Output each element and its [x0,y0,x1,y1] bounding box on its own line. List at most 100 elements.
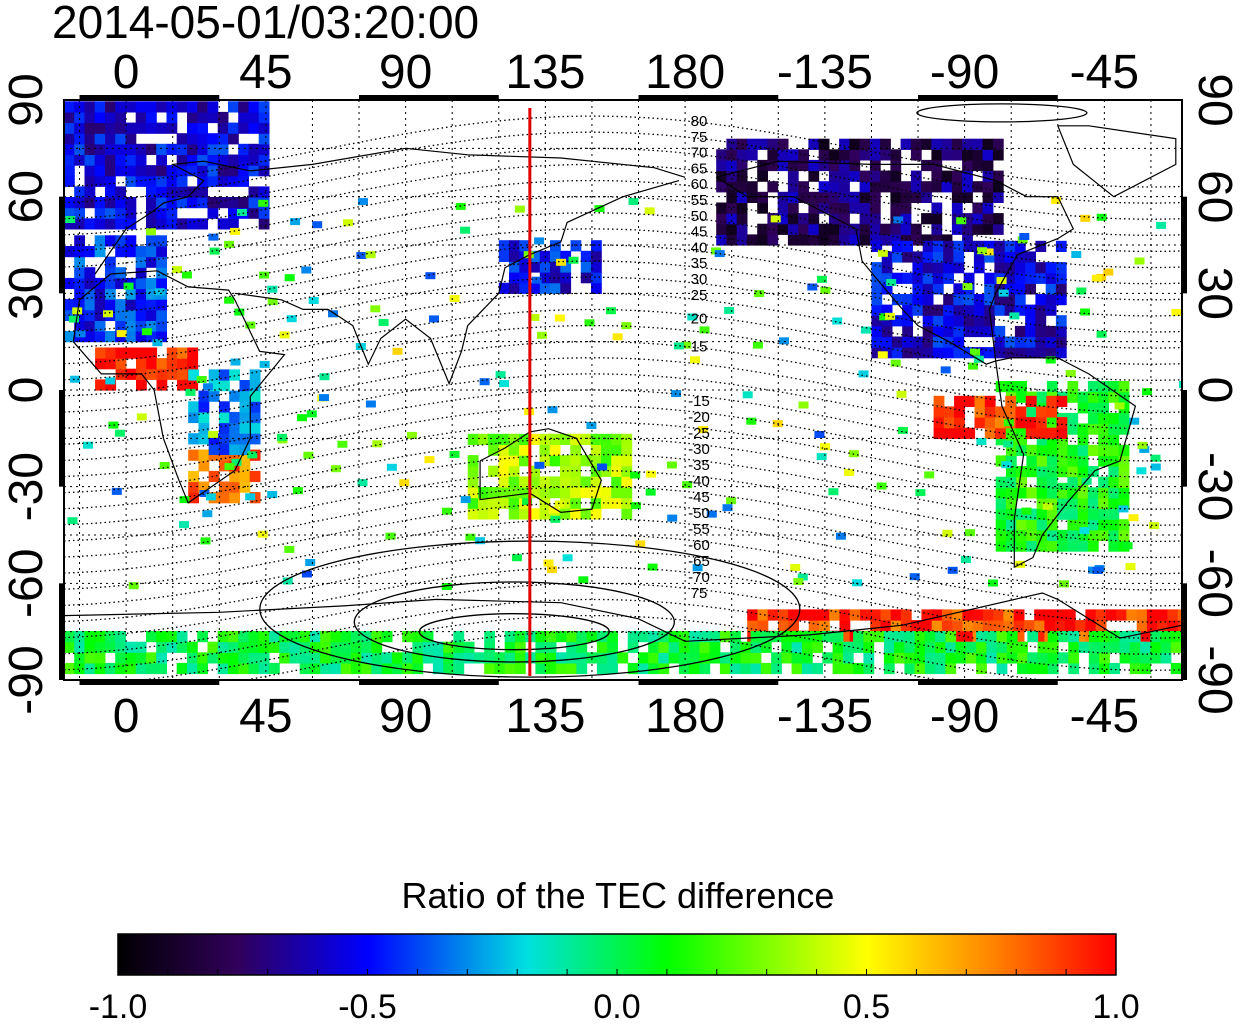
tec-cell [539,476,551,488]
tec-cell [932,251,944,263]
tec-cell [750,662,762,675]
tec-cell [84,218,96,230]
tec-cell [746,417,757,425]
tec-cell [962,149,973,161]
tec-cell [196,376,207,383]
tec-cell [902,304,913,316]
tec-cell [1099,631,1110,643]
tec-cell [176,641,188,653]
tec-cell [982,138,994,150]
tec-cell [750,652,762,664]
tec-cell [1118,444,1130,456]
tec-cell [269,662,280,675]
tec-cell [1077,508,1089,520]
tec-cell [849,223,861,235]
tec-cell [808,202,820,214]
tec-cell [1004,347,1016,359]
tec-cell [202,383,213,391]
tec-cell [943,262,954,274]
mlat-contour-pole [916,103,1088,123]
tec-cell [146,218,157,230]
tec-cell [1035,240,1047,252]
tec-cell [467,508,479,520]
tec-cell [1098,487,1109,499]
tec-cell [689,652,700,664]
tec-cell [94,235,106,247]
tec-cell [1025,395,1037,407]
tec-cell [84,652,96,664]
tec-cell [891,315,903,327]
tec-cell [146,175,157,187]
tec-cell [74,133,85,145]
tec-cell [891,347,903,359]
tec-cell [822,652,834,664]
tec-cell [187,652,198,664]
tec-cell [935,652,946,664]
tec-cell [1036,427,1047,439]
tec-cell [828,149,840,161]
tec-cell [467,465,479,477]
tec-cell [1128,514,1139,522]
tec-cell [105,347,117,359]
tec-cell [1036,476,1048,488]
tec-cell [125,207,137,219]
tec-cell [808,620,820,632]
tec-cell [238,652,249,664]
tec-cell [179,521,189,529]
tec-cell [590,487,602,499]
tec-cell [933,417,945,429]
tec-cell [1059,580,1069,588]
tec-cell [611,444,622,456]
tec-cell [900,191,912,203]
tec-cell [125,197,137,209]
tec-cell [922,262,934,274]
tec-cell [508,465,520,477]
tec-cell [84,309,96,321]
tec-cell [74,267,85,279]
tec-cell [880,609,892,621]
tec-cell [1075,620,1086,632]
tec-cell [103,310,113,318]
tec-cell [156,331,167,343]
tec-cell [504,641,516,653]
tec-cell [750,641,762,653]
tec-cell [1026,487,1038,499]
tec-cell [860,326,871,334]
tec-cell [64,111,75,124]
tec-cell [1057,466,1068,478]
tec-cell [1045,356,1056,364]
tec-cell [746,149,758,161]
tec-cell [922,251,934,263]
tec-cell [1129,631,1141,643]
tec-cell [550,261,561,273]
tec-cell [1005,444,1017,456]
tec-cell [259,271,270,279]
mlat-label: 80 [691,113,708,130]
tec-cell [1142,388,1153,396]
tec-cell [498,465,510,477]
frame-bar [79,680,220,685]
tec-cell [1026,519,1038,531]
tec-cell [890,609,902,621]
tec-cell [152,339,163,347]
tec-cell [187,122,198,134]
tec-cell [1091,274,1102,282]
tec-cell [166,143,178,155]
tec-cell [1079,527,1090,535]
tec-cell [1005,423,1017,435]
tec-cell [330,652,342,664]
tec-cell [611,476,622,488]
tec-cell [994,294,1006,306]
tec-cell [963,294,975,306]
tec-cell [548,506,559,514]
tec-cell [914,662,926,675]
tec-cell [1006,652,1018,664]
tec-cell [943,427,955,439]
tec-cell [1088,631,1100,643]
tec-cell [187,133,198,145]
tec-cell [560,261,572,273]
tec-cell [484,662,495,675]
tec-cell [736,213,748,225]
tec-cell [187,218,198,230]
tec-cell [1056,417,1068,429]
